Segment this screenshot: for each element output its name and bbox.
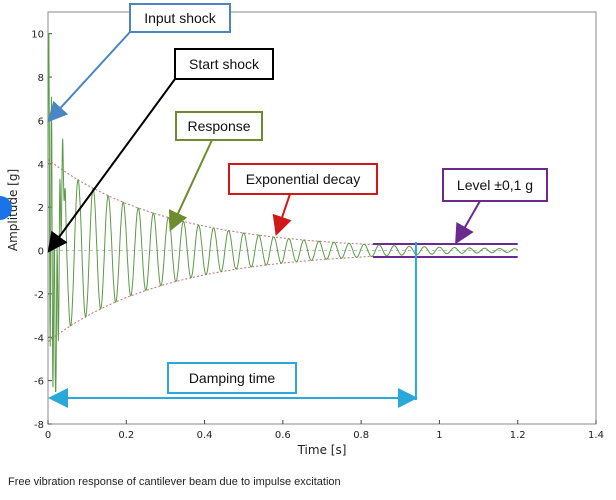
vibration-chart: -8 -6 -4 -2 0 2 4 6 8 10 0 0.2 0.4 0.6 0.8 1 1.2 1.4 Tim… <box>6 3 604 457</box>
annotation-arrow-input-shock <box>47 31 131 123</box>
annotation-box-exp-decay <box>228 163 378 195</box>
y-axis-label: Amplitude [g] <box>6 169 20 251</box>
annotation-label-level: Level ±0,1 g <box>457 177 533 193</box>
x-tick-label: 0 <box>45 430 51 441</box>
x-tick-label: 0.6 <box>275 430 291 441</box>
y-tick-label: -2 <box>34 290 44 301</box>
y-tick-label: 2 <box>38 203 44 214</box>
response-line <box>47 33 518 392</box>
y-tick-label: -4 <box>34 333 44 344</box>
y-tick-label: -6 <box>34 377 44 388</box>
annotations: Input shock Start shock Response Exponentia… <box>47 3 548 394</box>
y-tick-label: 4 <box>38 160 44 171</box>
annotation-box-input-shock <box>129 3 231 33</box>
annotation-arrow-level <box>455 200 481 245</box>
annotation-box-level <box>442 168 548 202</box>
scroll-indicator-dot[interactable] <box>0 196 12 220</box>
figure-caption: Free vibration response of cantilever be… <box>8 476 341 488</box>
x-tick-label: 0.2 <box>118 430 134 441</box>
x-tick-label: 1.4 <box>588 430 604 441</box>
annotation-box-start-shock <box>174 48 274 80</box>
y-axis-ticks: -8 -6 -4 -2 0 2 4 6 8 10 <box>31 30 52 431</box>
annotation-label-input-shock: Input shock <box>144 10 217 26</box>
x-axis-label: Time [s] <box>297 443 347 457</box>
x-tick-label: 1 <box>436 430 442 441</box>
y-tick-label: -8 <box>34 420 44 431</box>
x-tick-label: 0.8 <box>353 430 369 441</box>
annotation-arrow-response <box>168 139 213 232</box>
x-axis-ticks: 0 0.2 0.4 0.6 0.8 1 1.2 1.4 <box>45 420 604 441</box>
annotation-box-damping <box>167 362 297 394</box>
annotation-arrow-start-shock <box>47 78 176 253</box>
annotation-label-exp-decay: Exponential decay <box>246 171 360 187</box>
y-tick-label: 10 <box>31 30 44 41</box>
decay-envelope-lower <box>47 255 373 342</box>
y-tick-label: 6 <box>38 116 44 127</box>
annotation-label-start-shock: Start shock <box>189 56 260 72</box>
x-tick-label: 0.4 <box>197 430 213 441</box>
plot-area <box>47 11 597 425</box>
annotation-box-response <box>175 111 263 141</box>
y-tick-label: 0 <box>38 247 44 258</box>
x-tick-label: 1.2 <box>510 430 526 441</box>
annotation-label-response: Response <box>187 118 250 134</box>
curves <box>47 33 518 408</box>
annotation-label-damping: Damping time <box>189 370 276 386</box>
decay-envelope-upper <box>47 159 373 246</box>
y-tick-label: 8 <box>38 73 44 84</box>
annotation-arrow-exp-decay <box>272 193 292 236</box>
